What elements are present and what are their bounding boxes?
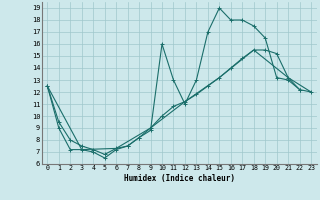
X-axis label: Humidex (Indice chaleur): Humidex (Indice chaleur) (124, 174, 235, 183)
